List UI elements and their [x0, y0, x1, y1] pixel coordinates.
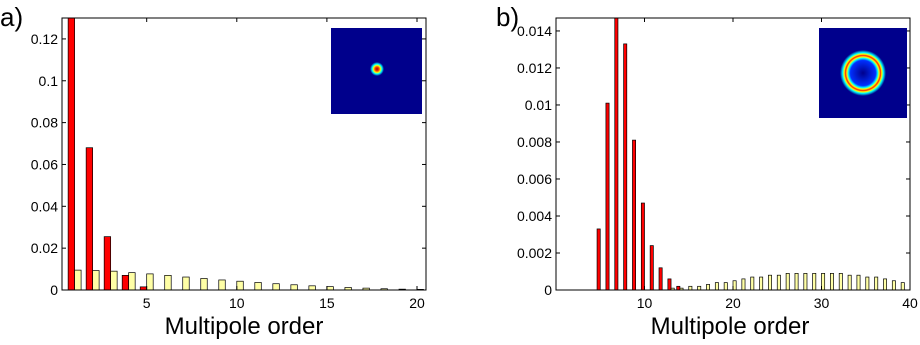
- panel-b-bar-series2-25: [776, 274, 781, 290]
- panel-b-x-tick-label: 10: [637, 295, 653, 311]
- panel-b-x-tick-label: 30: [814, 295, 830, 311]
- panel-a-y-tick-label: 0.12: [31, 31, 58, 47]
- panel-a-x-ticks: 5 10 15 20: [143, 18, 425, 311]
- panel-b-bar-series2-38: [891, 280, 896, 290]
- panel-b-bar-series1-14: [676, 285, 681, 290]
- panel-b-bar-series2-18: [714, 282, 719, 290]
- panel-b-x-tick-label: 40: [902, 295, 918, 311]
- panel-a-bar-series2-6: [164, 275, 172, 290]
- panel-b-bar-series2-19: [723, 282, 728, 290]
- panel-a-bar-series2-13: [290, 284, 298, 290]
- panel-b-bar-series2-22: [750, 276, 755, 290]
- panel-b-y-tick-label: 0.002: [517, 245, 552, 261]
- panel-b-bar-series2-21: [741, 278, 746, 290]
- panel-b-y-tick-label: 0.012: [517, 60, 552, 76]
- panel-a-y-tick-label: 0: [50, 282, 58, 298]
- panel-a-bar-series2-12: [272, 283, 280, 290]
- panel-b-bar-series1-12: [658, 267, 663, 290]
- panel-b-bar-series1-7: [614, 18, 619, 290]
- panel-a-bar-series1-1: [67, 18, 75, 290]
- panel-b-bar-series1-8: [623, 43, 628, 290]
- panel-a-bar-series2-1: [74, 269, 82, 290]
- panel-a-bar-series2-5: [146, 273, 154, 290]
- panel-a-bar-series2-15: [326, 286, 334, 290]
- panel-b-bar-series2-20: [732, 280, 737, 290]
- panel-a-x-tick-label: 15: [319, 295, 335, 311]
- panel-a-y-ticks: 0 0.02 0.04 0.06 0.08 0.1 0.12: [31, 31, 426, 298]
- panel-b-bar-series2-30: [821, 273, 826, 290]
- panel-b-bar-series2-39: [900, 282, 905, 290]
- panel-b-y-tick-label: 0.006: [517, 171, 552, 187]
- panel-a-bar-series2-7: [182, 276, 190, 290]
- panel-b-bar-series1-13: [667, 278, 672, 290]
- panel-b-y-tick-label: 0.014: [517, 23, 552, 39]
- panel-a-bar-series2-8: [200, 278, 208, 290]
- panel-b-y-tick-label: 0.004: [517, 208, 552, 224]
- panel-b-bar-series2-37: [883, 278, 887, 290]
- panel-a-x-tick-label: 5: [143, 295, 151, 311]
- panel-a-y-tick-label: 0.08: [31, 115, 58, 131]
- panel-b-label: b): [496, 2, 519, 32]
- panel-b-inset-ring-shape: [840, 50, 886, 96]
- panel-a-bar-series2-2: [92, 270, 100, 290]
- panel-b-bar-series2-27: [794, 273, 799, 290]
- panel-b-x-tick-label: 20: [725, 295, 741, 311]
- panel-b: b) 10 20 30 40 0 0.002 0.004 0.006 0.008 0.01 0.0…: [496, 2, 918, 340]
- panel-a-bar-series1-3: [103, 236, 112, 290]
- panel-a-bar-series2-4: [128, 272, 136, 290]
- panel-b-bar-series2-24: [768, 274, 772, 290]
- panel-a-x-tick-label: 10: [229, 295, 245, 311]
- panel-b-y-ticks: 0 0.002 0.004 0.006 0.008 0.01 0.012 0.014: [517, 23, 910, 298]
- panel-a-bar-series1-4: [121, 275, 130, 290]
- panel-a-label: a): [0, 2, 23, 32]
- panel-a-axes-frame: [61, 17, 427, 291]
- panel-a-bars: [67, 18, 424, 290]
- panel-b-bar-series2-17: [706, 284, 710, 290]
- panel-b-y-tick-label: 0.008: [517, 134, 552, 150]
- panel-b-bar-series2-36: [874, 276, 879, 290]
- panel-a-y-tick-label: 0.1: [39, 73, 59, 89]
- panel-a-bar-series2-10: [236, 280, 244, 290]
- panel-a-bar-series1-2: [85, 147, 93, 290]
- panel-b-bar-series2-32: [838, 273, 843, 290]
- panel-b-bar-series2-31: [829, 273, 834, 290]
- panel-a: a) 5 10 15 20 0 0.02 0.04 0.06 0.08 0.1 0.12 Mult…: [0, 2, 427, 340]
- panel-b-bar-series2-29: [812, 273, 817, 290]
- panel-b-bar-series1-6: [605, 102, 610, 290]
- panel-a-bar-series2-11: [254, 282, 262, 290]
- panel-b-bar-series2-35: [865, 276, 870, 290]
- panel-b-bar-series2-16: [697, 285, 702, 290]
- panel-b-bar-series2-33: [847, 274, 852, 290]
- panel-a-y-tick-label: 0.02: [31, 240, 58, 256]
- panel-b-bar-series1-5: [596, 228, 601, 290]
- panel-b-x-axis-title: Multipole order: [651, 313, 810, 340]
- panel-a-bar-series2-14: [308, 285, 316, 290]
- panel-a-x-tick-label: 20: [409, 295, 425, 311]
- panel-a-y-tick-label: 0.04: [31, 198, 58, 214]
- panel-b-bar-series2-23: [759, 276, 764, 290]
- panel-b-y-tick-label: 0: [544, 282, 552, 298]
- panel-b-bar-series2-34: [856, 274, 861, 290]
- panel-b-bar-series2-15: [688, 285, 693, 290]
- panel-b-bar-series2-26: [785, 273, 790, 290]
- panel-b-x-ticks: 10 20 30 40: [637, 18, 918, 311]
- panel-a-y-tick-label: 0.06: [31, 156, 58, 172]
- panel-b-y-tick-label: 0.01: [525, 97, 552, 113]
- panel-b-bar-series1-9: [632, 139, 637, 290]
- panel-a-inset-spot: [370, 62, 384, 76]
- panel-b-bar-series2-28: [803, 273, 808, 290]
- panel-b-bar-series1-11: [649, 245, 654, 290]
- panel-b-bars: [596, 18, 910, 290]
- panel-b-bar-series1-10: [640, 202, 645, 290]
- panel-a-bar-series2-3: [110, 270, 118, 290]
- panel-a-x-axis-title: Multipole order: [165, 313, 324, 340]
- panel-a-bar-series2-9: [218, 279, 226, 290]
